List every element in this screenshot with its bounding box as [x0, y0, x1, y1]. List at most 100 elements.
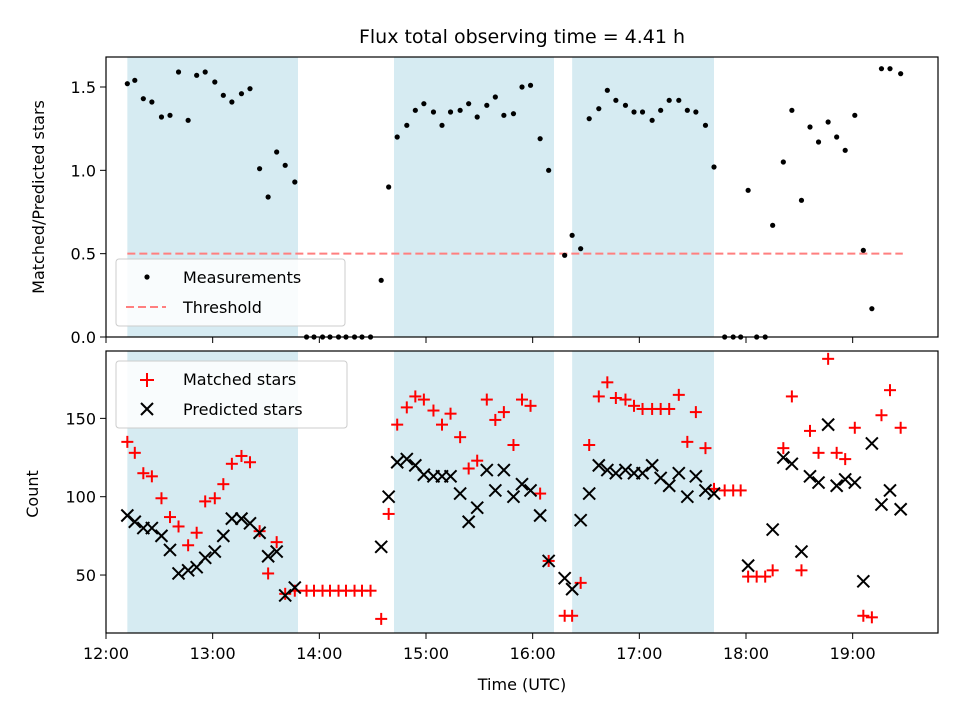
measurement-point	[631, 109, 637, 115]
predicted-star-point	[680, 489, 695, 504]
measurement-point	[676, 97, 682, 103]
measurement-point	[639, 109, 646, 115]
matched-star-point	[155, 492, 168, 505]
predicted-star-point	[635, 466, 650, 480]
measurement-point	[546, 167, 552, 173]
matched-star-point	[190, 526, 203, 539]
measurement-point	[586, 116, 592, 122]
measurement-point	[124, 81, 130, 87]
legend-measurements-label: Measurements	[183, 268, 301, 287]
matched-star-point	[145, 470, 158, 483]
measurement-point	[466, 101, 472, 107]
matched-star-point	[857, 609, 870, 622]
measurement-point	[622, 102, 629, 108]
top-y-tick-label: 0.5	[71, 245, 96, 264]
measurement-point	[140, 96, 146, 102]
measurement-point	[430, 109, 437, 115]
bottom-y-tick-label: 150	[65, 409, 96, 428]
predicted-star-point	[225, 511, 239, 526]
measurement-point	[386, 184, 392, 190]
matched-star-point	[601, 376, 614, 389]
predicted-star-point	[488, 483, 503, 498]
legend-predicted-marker	[140, 402, 154, 416]
predicted-stars-points	[120, 417, 908, 603]
matched-star-point	[137, 467, 150, 480]
top-y-tick-label: 0.0	[71, 328, 96, 347]
matched-star-point	[848, 421, 861, 434]
matched-star-point	[208, 492, 221, 505]
matched-star-point	[672, 388, 685, 401]
predicted-star-point	[461, 515, 476, 529]
matched-star-point	[524, 399, 537, 412]
measurement-point	[562, 252, 568, 258]
bottom-x-tick-label: 14:00	[296, 644, 342, 663]
matched-star-point	[785, 390, 798, 403]
measurement-point	[492, 94, 498, 100]
measurement-point	[394, 134, 400, 140]
matched-star-point	[262, 567, 275, 580]
predicted-star-point	[234, 511, 249, 526]
matched-star-point	[391, 418, 404, 431]
matched-star-point	[364, 584, 377, 597]
predicted-star-point	[443, 469, 458, 484]
matched-star-point	[182, 539, 195, 552]
measurement-point	[238, 91, 245, 97]
bottom-x-tick-label: 17:00	[616, 644, 662, 663]
predicted-star-point	[198, 551, 212, 565]
measurement-point	[649, 117, 655, 123]
measurement-point	[421, 101, 427, 107]
measurement-point	[666, 97, 672, 103]
predicted-star-point	[163, 543, 177, 557]
legend-threshold-label: Threshold	[182, 298, 262, 317]
predicted-star-point	[208, 544, 222, 559]
top-legend: Measurements Threshold	[115, 258, 346, 327]
predicted-star-point	[698, 483, 713, 498]
measurement-point	[282, 162, 288, 168]
matched-star-point	[583, 439, 596, 451]
predicted-star-point	[874, 497, 889, 512]
matched-star-point	[382, 507, 395, 520]
measurement-point	[569, 232, 575, 238]
predicted-star-point	[838, 472, 852, 487]
bottom-y-axis-label: Count	[23, 470, 42, 518]
matched-star-point	[884, 384, 896, 397]
bottom-x-tick-label: 13:00	[190, 644, 236, 663]
predicted-star-point	[533, 508, 547, 523]
top-x-axis-ticks	[105, 337, 854, 343]
predicted-star-point	[497, 463, 511, 477]
predicted-star-point	[470, 500, 484, 515]
matched-star-point	[480, 393, 493, 406]
bottom-x-tick-label: 15:00	[403, 644, 449, 663]
matched-star-point	[759, 570, 772, 583]
matched-star-point	[628, 399, 640, 412]
measurement-point	[770, 222, 776, 228]
predicted-star-point	[829, 479, 844, 493]
predicted-star-point	[515, 477, 529, 491]
matched-star-point	[417, 393, 430, 406]
predicted-star-point	[689, 469, 703, 484]
matched-star-point	[375, 612, 388, 625]
predicted-star-point	[480, 463, 494, 477]
predicted-star-point	[252, 526, 267, 540]
measurement-point	[613, 97, 619, 103]
predicted-star-point	[865, 436, 879, 451]
matched-star-point	[812, 446, 825, 459]
matched-star-point	[462, 462, 475, 475]
measurement-point	[149, 99, 155, 105]
legend-predicted-label: Predicted stars	[183, 400, 303, 419]
matched-star-point	[534, 487, 547, 500]
predicted-star-point	[662, 479, 676, 493]
predicted-star-point	[856, 574, 871, 589]
measurement-point	[815, 139, 822, 145]
measurement-point	[212, 79, 218, 85]
measurement-point	[711, 164, 717, 170]
predicted-star-point	[592, 458, 606, 473]
predicted-star-point	[600, 463, 615, 477]
predicted-star-point	[145, 521, 159, 535]
bottom-shaded-interval	[394, 351, 554, 633]
bottom-x-tick-label: 12:00	[83, 644, 129, 663]
matched-star-point	[199, 495, 212, 508]
predicted-star-point	[794, 544, 809, 559]
measurement-point	[247, 86, 253, 92]
